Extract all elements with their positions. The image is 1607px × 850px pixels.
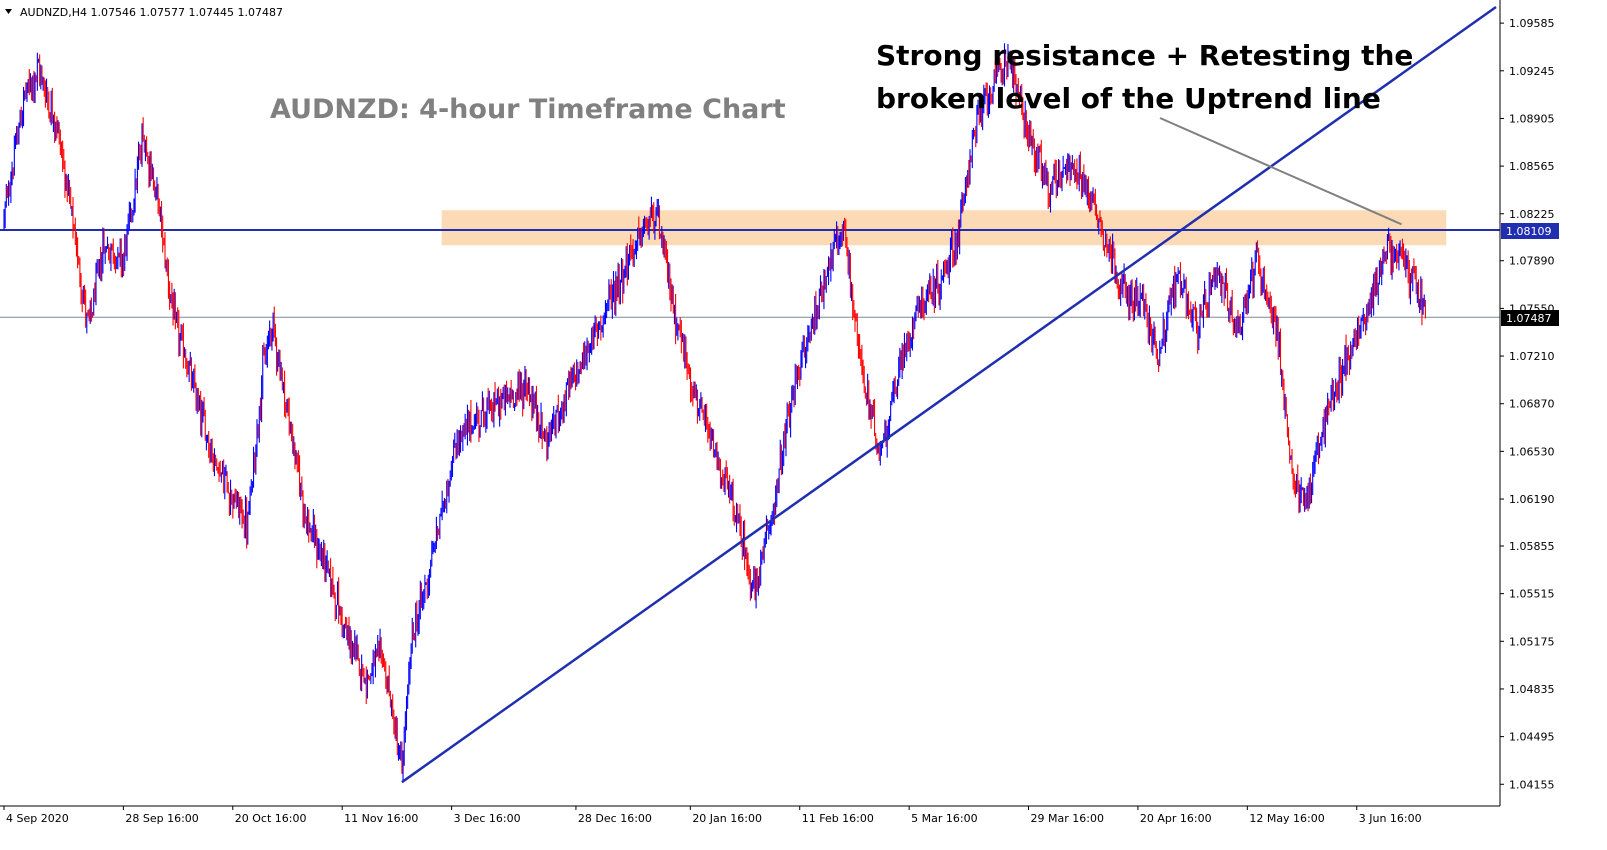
x-tick-label: 28 Sep 16:00 <box>125 812 198 825</box>
x-tick-label: 28 Dec 16:00 <box>578 812 652 825</box>
candles <box>3 43 1426 782</box>
y-tick-label: 1.06530 <box>1509 445 1555 458</box>
annotation-arrow <box>1159 117 1402 226</box>
chart-title: AUDNZD: 4-hour Timeframe Chart <box>270 94 786 125</box>
annotation-line-1: Strong resistance + Retesting the <box>876 39 1413 72</box>
y-tick-label: 1.05515 <box>1509 588 1555 601</box>
triangle-down-icon[interactable] <box>5 9 12 14</box>
y-tick-label: 1.04835 <box>1509 683 1555 696</box>
x-tick-label: 12 May 16:00 <box>1249 812 1324 825</box>
y-tick-label: 1.08905 <box>1509 112 1555 125</box>
current-price-badge: 1.07487 <box>1501 310 1559 326</box>
x-tick-label: 29 Mar 16:00 <box>1031 812 1104 825</box>
time-axis: 4 Sep 2020 28 Sep 16:00 20 Oct 16:00 11 Nov… <box>3 806 1422 825</box>
y-tick-label: 1.09245 <box>1509 65 1555 78</box>
current-price-label: 1.07487 <box>1506 312 1552 325</box>
x-tick-label: 20 Oct 16:00 <box>235 812 307 825</box>
y-tick-label: 1.07210 <box>1509 350 1555 363</box>
x-tick-label: 11 Feb 16:00 <box>802 812 874 825</box>
x-tick-label: 3 Dec 16:00 <box>454 812 521 825</box>
x-tick-label: 11 Nov 16:00 <box>344 812 418 825</box>
x-tick-label: 4 Sep 2020 <box>6 812 69 825</box>
y-tick-label: 1.05175 <box>1509 635 1555 648</box>
y-tick-label: 1.09585 <box>1509 17 1555 30</box>
resistance-zone <box>441 210 1447 246</box>
x-tick-label: 5 Mar 16:00 <box>911 812 977 825</box>
y-tick-label: 1.06870 <box>1509 398 1555 411</box>
uptrend-line[interactable] <box>401 5 1497 784</box>
resistance-label: 1.08109 <box>1506 225 1552 238</box>
y-tick-label: 1.05855 <box>1509 540 1555 553</box>
y-tick-label: 1.04155 <box>1509 778 1555 791</box>
x-tick-label: 20 Jan 16:00 <box>692 812 762 825</box>
y-tick-label: 1.04495 <box>1509 731 1555 744</box>
current-price-badge-bg <box>1501 310 1559 326</box>
x-tick-label: 3 Jun 16:00 <box>1359 812 1422 825</box>
y-tick-label: 1.08565 <box>1509 160 1555 173</box>
x-tick-label: 20 Apr 16:00 <box>1140 812 1212 825</box>
y-tick-label: 1.06190 <box>1509 493 1555 506</box>
resistance-badge: 1.08109 <box>1501 223 1559 239</box>
symbol-header: AUDNZD,H4 1.07546 1.07577 1.07445 1.0748… <box>20 6 283 19</box>
y-tick-label: 1.08225 <box>1509 208 1555 221</box>
resistance-badge-bg <box>1501 223 1559 239</box>
annotation-line-2: broken level of the Uptrend line <box>876 82 1381 115</box>
y-tick-label: 1.07890 <box>1509 255 1555 268</box>
